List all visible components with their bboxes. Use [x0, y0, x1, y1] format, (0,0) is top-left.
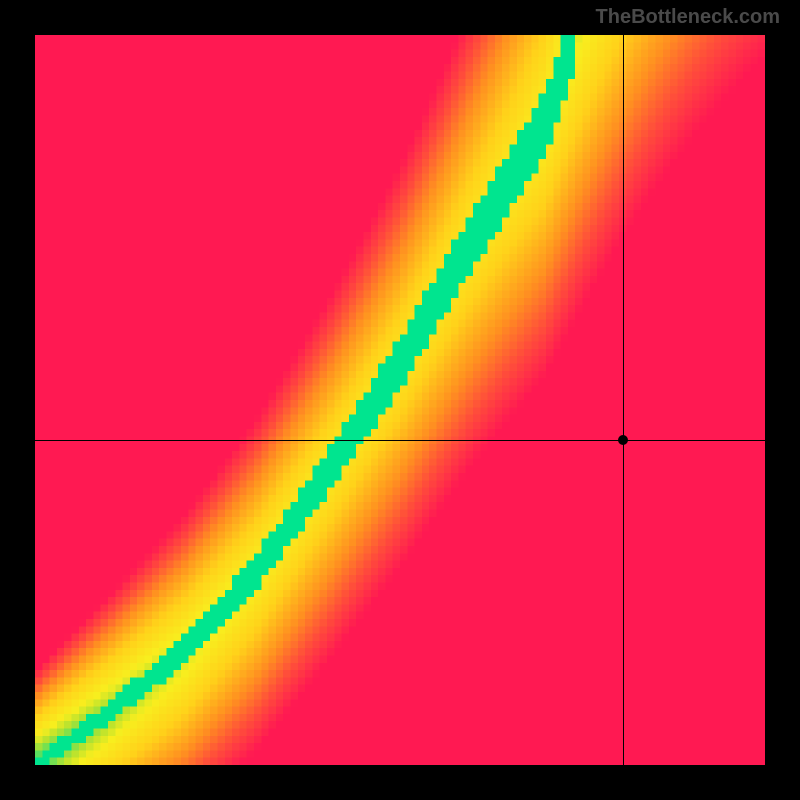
crosshair-horizontal [35, 440, 765, 441]
marker-dot [618, 435, 628, 445]
plot-area [35, 35, 765, 765]
crosshair-vertical [623, 35, 624, 765]
heatmap-canvas [35, 35, 765, 765]
watermark-text: TheBottleneck.com [596, 6, 780, 29]
